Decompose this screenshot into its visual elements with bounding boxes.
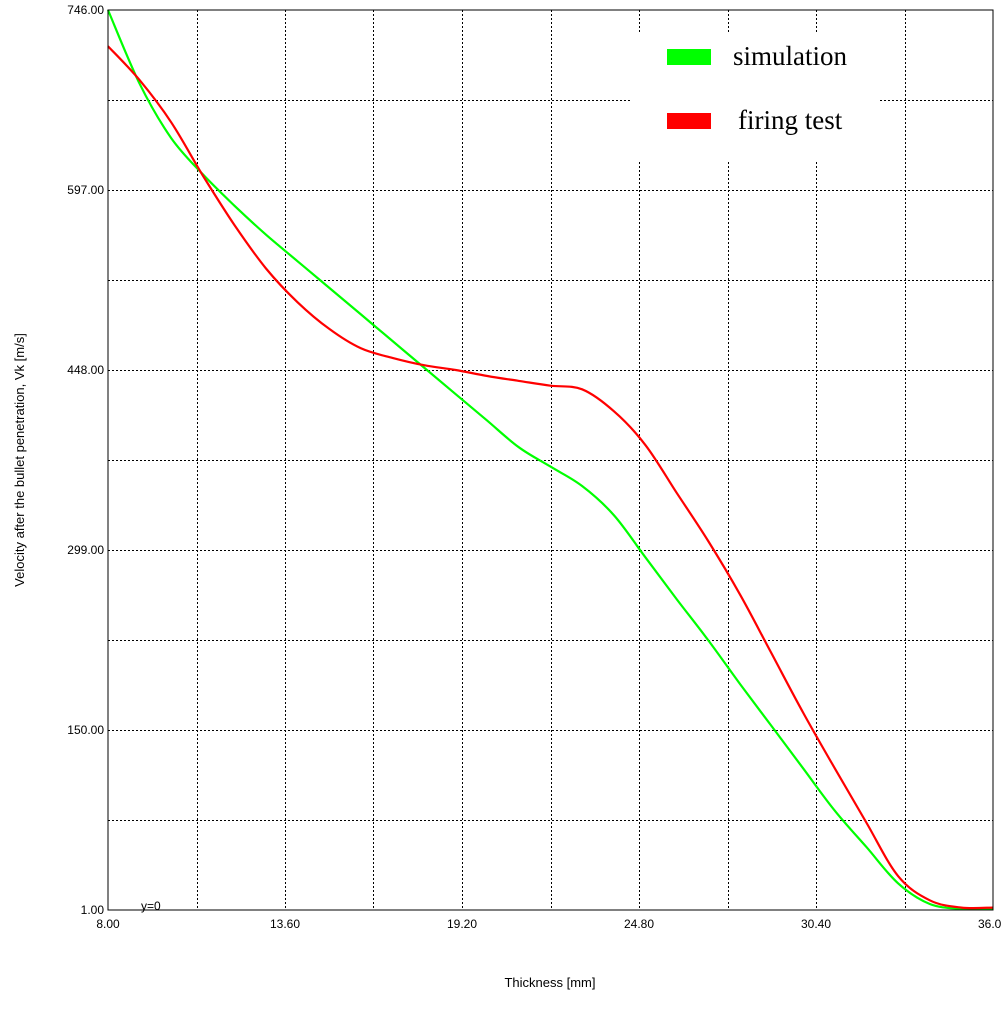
y-tick-label: 299.00: [67, 543, 104, 557]
tick-labels: 8.00 13.60 19.20 24.80 30.40 36.00 1.00 150.00 2…: [67, 3, 1001, 931]
x-tick-label: 30.40: [801, 917, 831, 931]
y-tick-label: 150.00: [67, 723, 104, 737]
x-tick-label: 19.20: [447, 917, 477, 931]
legend: simulation firing test: [630, 34, 878, 162]
x-axis-label: Thickness [mm]: [504, 975, 595, 990]
legend-swatch-simulation: [667, 49, 711, 65]
y-axis-label: Velocity after the bullet penetration, V…: [12, 333, 27, 587]
series-line-simulation: [106, 9, 994, 911]
y-tick-label: 448.00: [67, 363, 104, 377]
legend-label-firing-test: firing test: [738, 105, 843, 135]
series-line-firing-test: [107, 45, 994, 910]
data-series: [106, 9, 994, 911]
x-tick-label: 13.60: [270, 917, 300, 931]
legend-swatch-firing-test: [667, 113, 711, 129]
x-tick-label: 36.00: [978, 917, 1001, 931]
legend-label-simulation: simulation: [733, 41, 847, 71]
y-zero-annotation: y=0: [141, 899, 161, 913]
x-tick-label: 24.80: [624, 917, 654, 931]
plot-frame: [107, 9, 994, 911]
x-tick-label: 8.00: [96, 917, 120, 931]
y-tick-label: 597.00: [67, 183, 104, 197]
y-tick-label: 1.00: [81, 903, 105, 917]
y-tick-label: 746.00: [67, 3, 104, 17]
